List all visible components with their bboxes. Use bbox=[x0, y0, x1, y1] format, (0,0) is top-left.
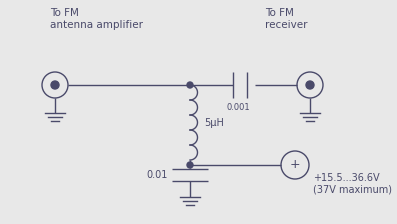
Circle shape bbox=[51, 81, 59, 89]
Circle shape bbox=[187, 162, 193, 168]
Text: To FM
antenna amplifier: To FM antenna amplifier bbox=[50, 8, 143, 30]
Text: To FM
receiver: To FM receiver bbox=[265, 8, 308, 30]
Text: 0.001: 0.001 bbox=[226, 103, 250, 112]
Circle shape bbox=[306, 81, 314, 89]
Text: +: + bbox=[290, 159, 300, 172]
Text: +15.5...36.6V
(37V maximum): +15.5...36.6V (37V maximum) bbox=[313, 173, 392, 195]
Circle shape bbox=[187, 82, 193, 88]
Text: 0.01: 0.01 bbox=[146, 170, 168, 180]
Text: 5μH: 5μH bbox=[204, 118, 224, 127]
